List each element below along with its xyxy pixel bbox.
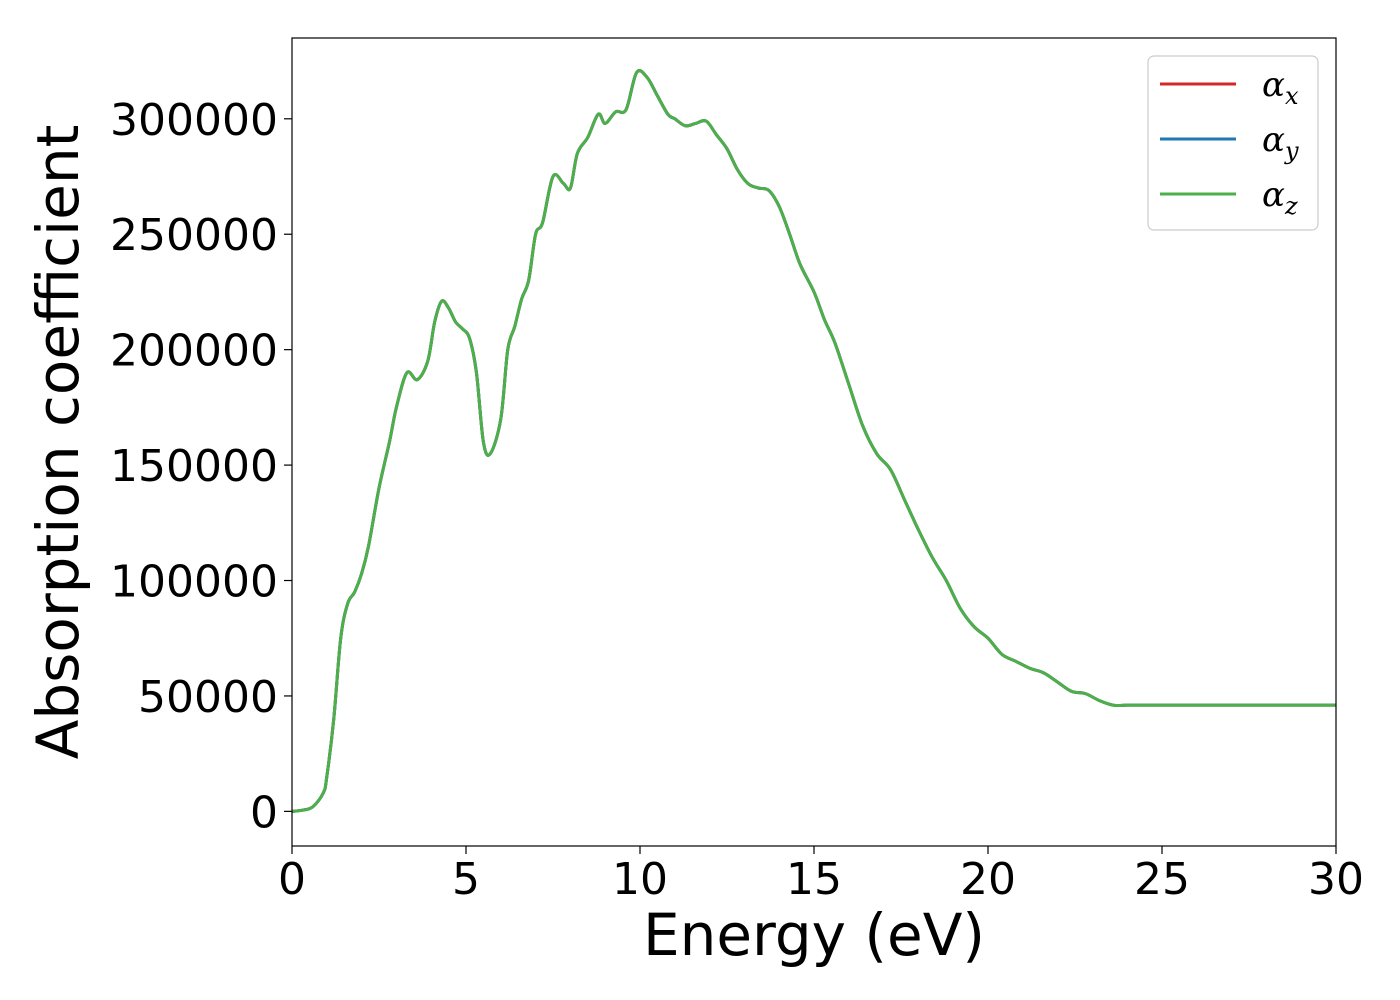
y-tick-label: 0 <box>250 787 278 838</box>
y-tick-label: 250000 <box>110 210 278 261</box>
y-axis-label: Absorption coefficient <box>24 125 92 760</box>
x-axis-ticks: 0 5 10 15 20 25 30 <box>278 846 1364 905</box>
y-tick-label: 50000 <box>138 672 278 723</box>
legend-label-x: αx <box>1262 65 1299 110</box>
y-tick-label: 200000 <box>110 326 278 377</box>
legend-box <box>1147 55 1319 231</box>
y-axis-ticks: 0 50000 100000 150000 200000 250000 300000 <box>110 95 292 838</box>
series-layer <box>292 69 1336 813</box>
y-tick-label: 150000 <box>110 441 278 492</box>
x-tick-label: 15 <box>786 854 842 905</box>
y-tick-label: 100000 <box>110 557 278 608</box>
x-tick-label: 30 <box>1308 854 1364 905</box>
x-tick-label: 25 <box>1134 854 1190 905</box>
y-tick-label: 300000 <box>110 95 278 146</box>
legend: αx αy αz <box>1147 55 1319 231</box>
x-tick-label: 5 <box>452 854 480 905</box>
legend-label-y: αy <box>1262 120 1299 165</box>
x-tick-label: 10 <box>612 854 668 905</box>
x-tick-label: 20 <box>960 854 1016 905</box>
legend-label-z: αz <box>1262 175 1298 220</box>
series-line-z <box>292 69 1336 813</box>
x-axis-label: Energy (eV) <box>643 901 985 969</box>
x-tick-label: 0 <box>278 854 306 905</box>
